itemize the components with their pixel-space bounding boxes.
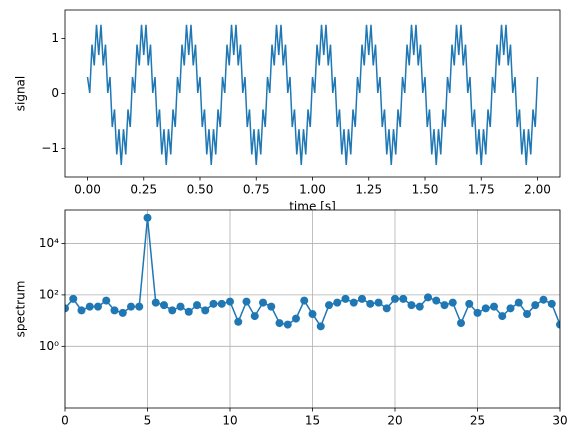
x-tick-label: 0 bbox=[61, 414, 69, 428]
y-tick-label: 10⁴ bbox=[39, 236, 59, 250]
point bbox=[151, 298, 160, 307]
point bbox=[226, 297, 234, 306]
point bbox=[374, 298, 383, 307]
point bbox=[160, 301, 168, 310]
point bbox=[399, 294, 408, 303]
point bbox=[292, 314, 300, 323]
point bbox=[358, 294, 366, 303]
x-tick-label: 30 bbox=[552, 414, 567, 428]
point bbox=[65, 304, 69, 313]
point bbox=[341, 294, 350, 303]
point bbox=[168, 306, 177, 315]
point bbox=[135, 302, 144, 311]
point bbox=[209, 299, 218, 308]
point bbox=[325, 301, 333, 310]
point bbox=[490, 302, 498, 311]
point bbox=[201, 306, 210, 315]
y-tick-label: 10⁰ bbox=[39, 339, 59, 353]
point bbox=[110, 306, 119, 315]
point bbox=[547, 299, 556, 308]
x-tick-label: 1.25 bbox=[355, 183, 382, 197]
x-tick-label: 15 bbox=[305, 414, 320, 428]
x-axis-label: frequncy [Hz] bbox=[272, 431, 353, 432]
x-tick-label: 1.75 bbox=[468, 183, 495, 197]
point bbox=[242, 297, 251, 306]
y-tick-label: 1 bbox=[51, 31, 59, 45]
point bbox=[308, 310, 317, 319]
x-tick-label: 2.00 bbox=[524, 183, 551, 197]
point bbox=[176, 302, 185, 311]
point bbox=[440, 301, 449, 310]
x-tick-label: 0.75 bbox=[243, 183, 270, 197]
point bbox=[465, 299, 474, 308]
x-tick-label: 5 bbox=[144, 414, 152, 428]
point bbox=[424, 293, 432, 302]
y-axis-label: spectrum bbox=[14, 281, 28, 338]
point bbox=[259, 298, 267, 307]
point bbox=[539, 295, 548, 304]
point bbox=[333, 298, 342, 307]
x-tick-label: 0.25 bbox=[130, 183, 157, 197]
point bbox=[382, 304, 391, 313]
point bbox=[102, 296, 111, 305]
point bbox=[473, 308, 482, 317]
point bbox=[432, 296, 441, 305]
axes: 0.00 0.25 0.50 0.75 1.00 1.25 1.50 1.75 2.00 −1 0 1… bbox=[14, 9, 561, 214]
point bbox=[481, 304, 490, 313]
point bbox=[391, 294, 399, 303]
series-line bbox=[86, 24, 539, 165]
y-tick-label: 10² bbox=[39, 287, 59, 301]
point bbox=[415, 302, 424, 311]
x-tick-label: 25 bbox=[470, 414, 485, 428]
point bbox=[234, 317, 243, 326]
point bbox=[407, 301, 416, 310]
point bbox=[523, 310, 531, 319]
point bbox=[366, 299, 375, 308]
y-axis-label: signal bbox=[14, 76, 28, 112]
x-tick-label: 1.50 bbox=[412, 183, 439, 197]
point bbox=[193, 301, 201, 310]
x-tick-label: 0.00 bbox=[74, 183, 101, 197]
x-tick-label: 0.50 bbox=[187, 183, 214, 197]
point bbox=[283, 320, 292, 329]
x-tick-label: 10 bbox=[222, 414, 237, 428]
point bbox=[514, 298, 523, 307]
axes: 0 5 10 15 20 25 30 10⁰ 10² 10⁴ frequncy [Hz] spectr… bbox=[14, 209, 568, 432]
point bbox=[300, 296, 309, 305]
point bbox=[94, 302, 102, 311]
point bbox=[77, 306, 86, 315]
point bbox=[531, 301, 540, 310]
x-tick-label: 20 bbox=[387, 414, 402, 428]
point bbox=[250, 312, 259, 321]
point bbox=[127, 302, 135, 311]
point bbox=[85, 302, 94, 311]
point bbox=[498, 312, 507, 321]
axes-frame bbox=[64, 9, 561, 178]
axes-frame bbox=[64, 209, 561, 409]
point bbox=[506, 304, 515, 313]
point bbox=[275, 319, 284, 328]
x-tick-label: 1.00 bbox=[299, 183, 326, 197]
point bbox=[143, 213, 152, 222]
y-tick-label: −1 bbox=[41, 141, 59, 155]
point bbox=[448, 298, 457, 307]
point bbox=[69, 294, 78, 303]
point bbox=[118, 308, 127, 317]
point bbox=[217, 299, 226, 308]
point bbox=[349, 298, 358, 307]
point bbox=[316, 322, 325, 331]
y-tick-label: 0 bbox=[51, 86, 59, 100]
point bbox=[556, 320, 560, 329]
point bbox=[267, 302, 276, 311]
point bbox=[457, 319, 465, 328]
point bbox=[184, 307, 193, 316]
